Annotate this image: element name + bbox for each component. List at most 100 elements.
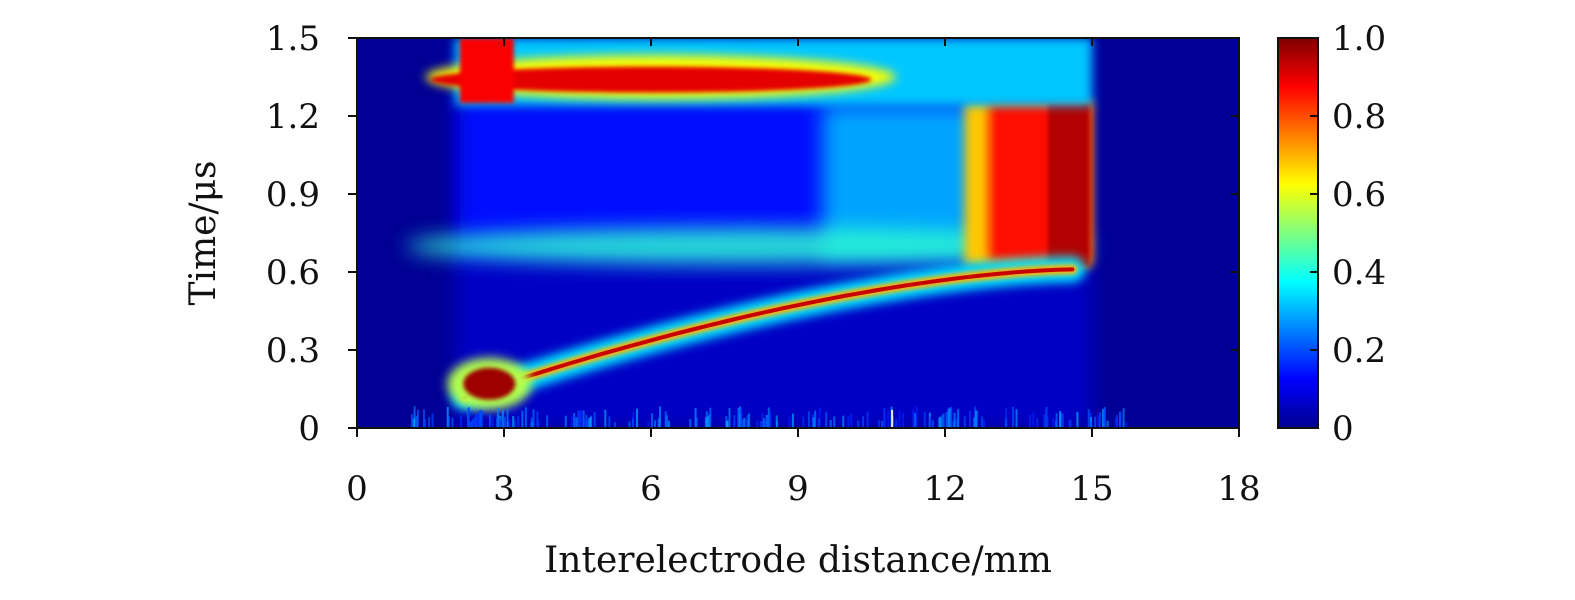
noise-streak [898, 410, 901, 428]
noise-streak [912, 409, 915, 428]
noise-streak [775, 415, 778, 428]
noise-streak [1004, 419, 1007, 428]
noise-streak [954, 418, 957, 428]
noise-streak [743, 418, 746, 428]
noise-streak [1102, 409, 1104, 428]
noise-streak [947, 408, 950, 428]
noise-streak [833, 416, 836, 428]
noise-streak [881, 420, 884, 428]
colorbar: 0 0.2 0.4 0.6 0.8 1.0 [1277, 19, 1386, 449]
x-tick-label: 3 [493, 469, 515, 509]
noise-streak [769, 411, 772, 428]
noise-streak [767, 407, 770, 428]
noise-streak [866, 411, 869, 428]
y-tick-label: 0.3 [266, 331, 320, 371]
noise-streak [1087, 409, 1090, 428]
x-axis: 0 3 6 9 12 15 18 [346, 38, 1261, 509]
anode-glow-edge [1047, 103, 1090, 267]
noise-streak [588, 418, 591, 428]
noise-streak [428, 416, 431, 428]
noise-streak [1076, 411, 1079, 428]
noise-streak [666, 415, 668, 428]
noise-streak [981, 416, 984, 428]
x-axis-title: Interelectrode distance/mm [544, 540, 1052, 581]
noise-streak [741, 419, 744, 428]
noise-streak [725, 420, 728, 428]
noise-streak [737, 408, 740, 428]
noise-streak [659, 406, 661, 428]
noise-streak [973, 417, 976, 428]
noise-streak [593, 412, 596, 428]
noise-streak [564, 415, 567, 428]
noise-streak [709, 407, 712, 428]
colorbar-tick-label: 1.0 [1332, 19, 1386, 59]
colorbar-tick-label: 0 [1332, 409, 1354, 449]
noise-streak [506, 408, 509, 428]
noise-streak [451, 417, 454, 428]
colorbar-tick-label: 0.2 [1332, 331, 1386, 371]
noise-streak [668, 420, 670, 428]
noise-streak [953, 412, 956, 428]
noise-streak [496, 417, 499, 428]
noise-streak [766, 414, 769, 428]
noise-streak [422, 409, 425, 428]
noise-streak [470, 420, 473, 428]
return-front-core [430, 66, 872, 93]
noise-streak [1098, 412, 1101, 428]
noise-streak [945, 411, 948, 428]
noise-streak [818, 407, 821, 428]
noise-streak [695, 417, 698, 428]
noise-streak [948, 407, 951, 428]
noise-streak [460, 415, 462, 428]
noise-streak [814, 410, 817, 428]
noise-spike [891, 409, 894, 428]
noise-streak [963, 416, 966, 428]
x-tick-label: 15 [1070, 469, 1113, 509]
noise-streak [915, 406, 918, 428]
noise-streak [842, 415, 845, 428]
noise-streak [748, 413, 751, 428]
noise-streak [1116, 414, 1118, 428]
noise-streak [728, 407, 731, 428]
noise-streak [931, 420, 934, 428]
noise-streak [829, 419, 832, 428]
noise-streak [536, 411, 539, 428]
noise-streak [952, 420, 955, 428]
noise-streak [584, 419, 587, 428]
noise-streak [501, 410, 504, 428]
noise-streak [1094, 416, 1097, 428]
noise-streak [812, 417, 815, 428]
noise-streak [1028, 414, 1031, 428]
noise-streak [530, 417, 533, 428]
noise-streak [481, 410, 483, 428]
noise-streak [416, 409, 419, 428]
y-tick-label: 0.6 [266, 253, 320, 293]
noise-streak [902, 412, 905, 428]
noise-streak [628, 421, 631, 428]
y-tick-label: 1.2 [266, 97, 320, 137]
noise-streak [1046, 416, 1049, 428]
noise-streak [762, 418, 765, 428]
noise-streak [537, 420, 540, 428]
noise-streak [942, 413, 945, 428]
noise-streak [1119, 411, 1122, 428]
noise-streak [1097, 413, 1100, 428]
return-front-cathode-edge [459, 38, 514, 103]
noise-streak [446, 407, 449, 428]
noise-streak [1069, 419, 1072, 428]
noise-streak [1060, 412, 1063, 428]
noise-streak [857, 420, 860, 428]
noise-streak [923, 411, 926, 428]
mid-gap-band [406, 228, 1092, 264]
noise-streak [807, 411, 810, 428]
noise-streak [1055, 413, 1058, 428]
noise-streak [512, 416, 515, 428]
noise-streak [738, 406, 741, 428]
noise-streak [636, 408, 638, 428]
noise-streak [499, 420, 502, 428]
noise-streak [825, 411, 828, 428]
noise-streak [467, 407, 470, 428]
noise-streak [950, 407, 953, 428]
